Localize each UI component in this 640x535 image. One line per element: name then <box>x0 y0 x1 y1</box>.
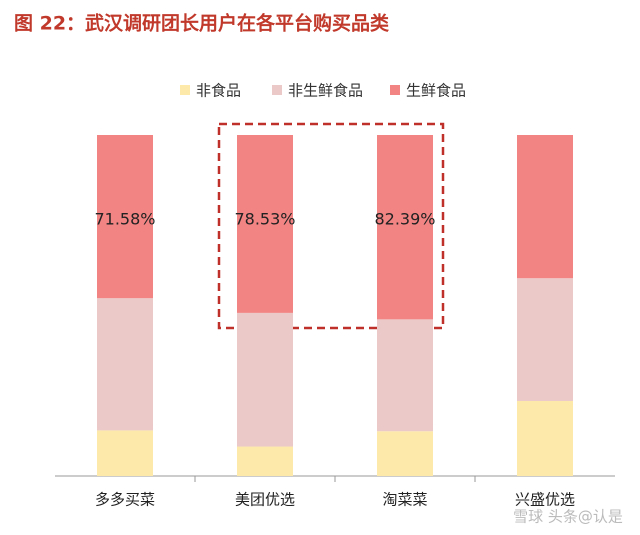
x-tick-label: 淘菜菜 <box>382 491 427 509</box>
legend-swatch <box>180 85 190 95</box>
bar-segment <box>517 135 573 279</box>
data-label: 78.53% <box>234 210 295 229</box>
chart-title: 图 22：武汉调研团长用户在各平台购买品类 <box>14 12 389 35</box>
legend-label: 非生鲜食品 <box>288 82 363 100</box>
bar-segment <box>517 278 573 401</box>
watermark: 雪球 头条@认是 <box>513 508 623 526</box>
bar-segment <box>517 400 573 476</box>
data-label: 82.39% <box>374 210 435 229</box>
bar-segment <box>97 298 153 431</box>
legend-swatch <box>272 85 282 95</box>
legend-label: 生鲜食品 <box>406 82 466 100</box>
legend-label: 非食品 <box>196 82 241 100</box>
x-tick-label: 美团优选 <box>235 491 295 509</box>
bar-segment <box>97 135 153 299</box>
data-label: 71.58% <box>94 210 155 229</box>
bar-segment <box>377 431 433 476</box>
x-tick-label: 多多买菜 <box>95 491 155 509</box>
bar-segment <box>237 135 293 313</box>
bar-segment <box>377 319 433 432</box>
bar-segment <box>377 135 433 320</box>
x-tick-label: 兴盛优选 <box>515 491 575 509</box>
bar-segment <box>237 446 293 476</box>
highlight-box <box>217 122 445 330</box>
legend-swatch <box>390 85 400 95</box>
bar-segment <box>97 430 153 476</box>
bar-segment <box>237 312 293 447</box>
